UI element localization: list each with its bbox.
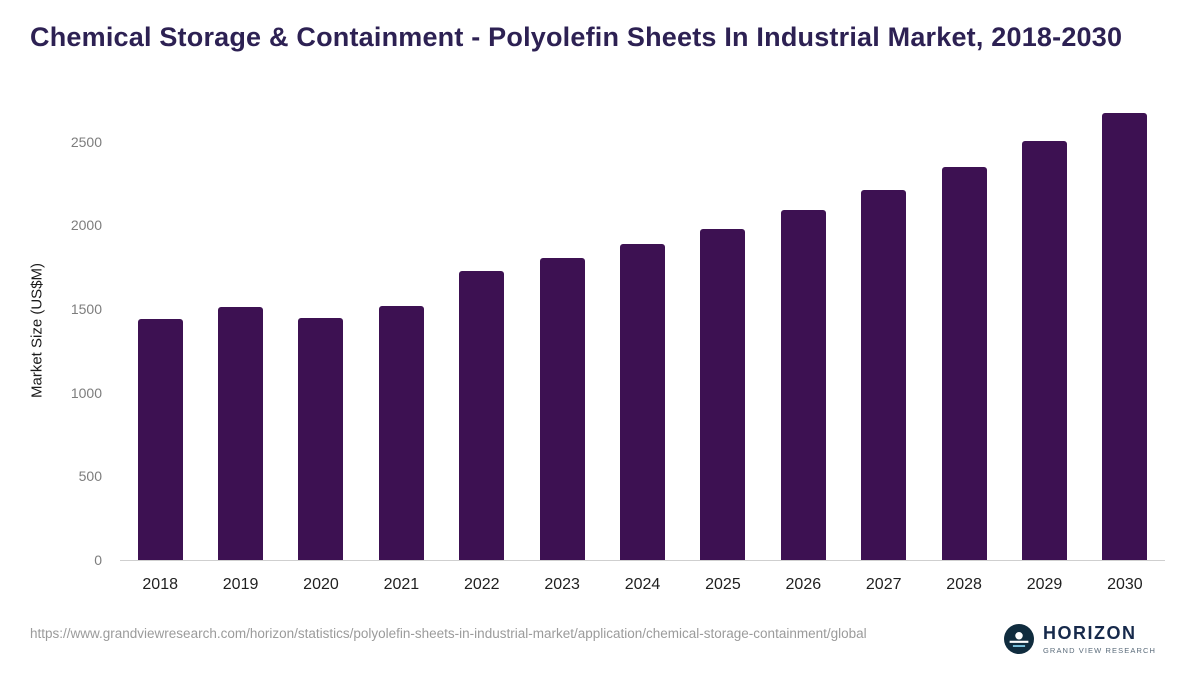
bar-2019 xyxy=(218,306,264,560)
bar-2025 xyxy=(700,228,746,560)
bar-group-2023: 2023 xyxy=(522,100,602,593)
bar-group-2027: 2027 xyxy=(844,100,924,593)
bar-group-2030: 2030 xyxy=(1085,100,1165,593)
x-tick-label-2026: 2026 xyxy=(785,576,822,593)
bar-2024 xyxy=(620,243,666,560)
y-tick-label-1500: 1500 xyxy=(70,301,102,318)
y-tick-label-2500: 2500 xyxy=(70,133,102,150)
bar-group-2018: 2018 xyxy=(120,100,200,593)
logo-text: HORIZON GRAND VIEW RESEARCH xyxy=(1043,623,1156,655)
x-tick-label-2019: 2019 xyxy=(222,576,259,593)
brand-logo: HORIZON GRAND VIEW RESEARCH xyxy=(1004,623,1156,655)
bar-group-2029: 2029 xyxy=(1004,100,1084,593)
x-tick-label-2029: 2029 xyxy=(1026,576,1063,593)
logo-name: HORIZON xyxy=(1043,623,1137,643)
x-tick-label-2018: 2018 xyxy=(142,576,178,593)
x-tick-label-2025: 2025 xyxy=(705,576,741,593)
y-tick-label-0: 0 xyxy=(94,552,102,568)
x-tick-label-2024: 2024 xyxy=(624,576,661,593)
horizon-logo-icon xyxy=(1004,624,1034,655)
bar-group-2019: 2019 xyxy=(200,100,280,593)
bar-2030 xyxy=(1102,112,1148,560)
bar-group-2021: 2021 xyxy=(361,100,441,593)
source-url: https://www.grandviewresearch.com/horizo… xyxy=(30,626,867,641)
bars: 2018 2019 2020 2021 2022 2023 2024 2025 2026 2027… xyxy=(120,100,1165,593)
x-tick-label-2030: 2030 xyxy=(1107,576,1143,593)
bar-2028 xyxy=(941,166,987,560)
x-tick-label-2020: 2020 xyxy=(303,576,339,593)
y-axis-label: Market Size (US$M) xyxy=(28,262,46,398)
bar-2022 xyxy=(459,271,505,560)
bar-group-2025: 2025 xyxy=(683,100,763,593)
bar-2018 xyxy=(137,319,183,560)
bar-2021 xyxy=(378,305,424,560)
bar-2023 xyxy=(539,258,585,560)
bar-group-2024: 2024 xyxy=(602,100,682,593)
bar-chart: 0 500 1000 1500 2000 2500 2018 2019 2020 2021 202… xyxy=(71,100,1165,593)
logo-tagline: GRAND VIEW RESEARCH xyxy=(1043,645,1156,655)
bar-2026 xyxy=(780,210,826,560)
page-title: Chemical Storage & Containment - Polyole… xyxy=(30,22,1123,52)
bar-2020 xyxy=(298,318,344,560)
bar-group-2022: 2022 xyxy=(442,100,522,593)
y-tick-label-500: 500 xyxy=(78,468,102,485)
bar-group-2026: 2026 xyxy=(763,100,843,593)
y-tick-label-2000: 2000 xyxy=(70,217,102,234)
bar-group-2028: 2028 xyxy=(924,100,1004,593)
x-tick-label-2028: 2028 xyxy=(946,576,982,593)
y-tick-label-1000: 1000 xyxy=(70,384,102,401)
x-tick-label-2027: 2027 xyxy=(865,576,902,593)
x-tick-label-2023: 2023 xyxy=(544,576,580,593)
bar-2027 xyxy=(861,189,907,560)
bar-2029 xyxy=(1021,140,1067,560)
x-tick-label-2022: 2022 xyxy=(463,576,500,593)
x-tick-label-2021: 2021 xyxy=(383,576,420,593)
bar-group-2020: 2020 xyxy=(281,100,361,593)
